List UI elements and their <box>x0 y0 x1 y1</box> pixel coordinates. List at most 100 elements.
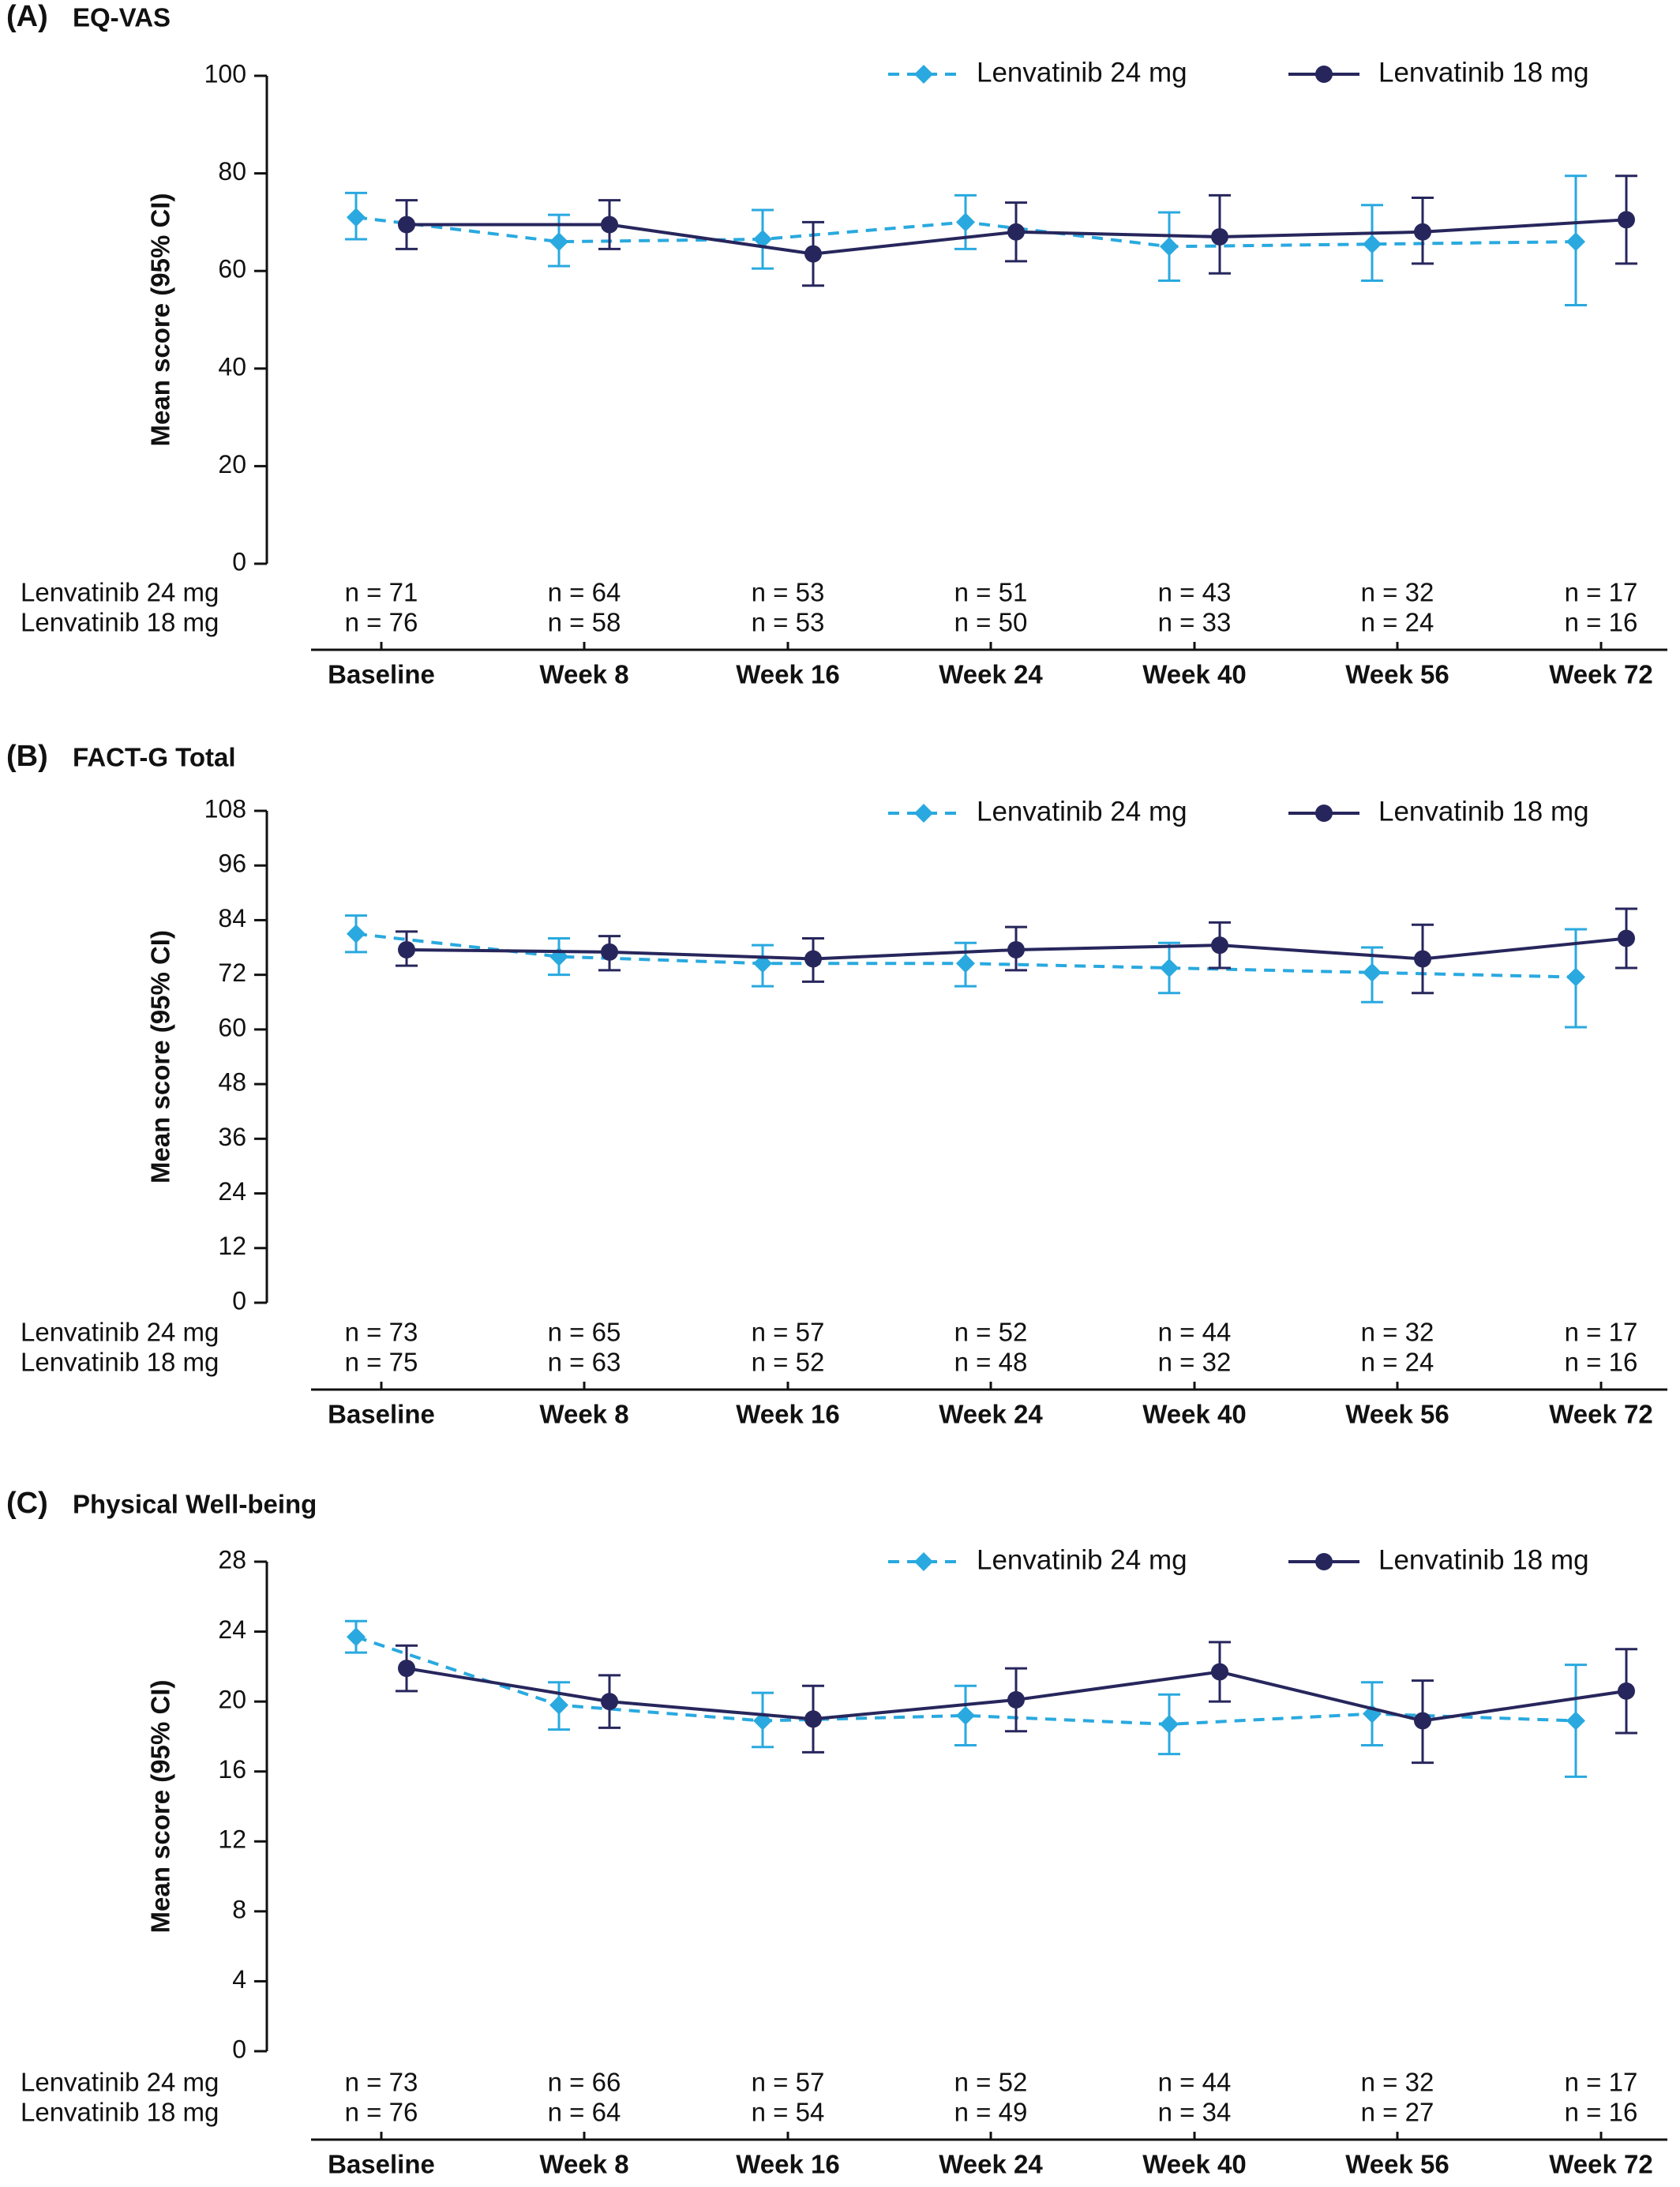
series-lenvatinib-24mg <box>345 174 1587 306</box>
x-tick-label: Week 40 <box>1142 1400 1246 1429</box>
data-point <box>956 1705 975 1725</box>
legend-item-lenvatinib-18mg: Lenvatinib 18 mg <box>1288 57 1589 88</box>
n-count-label: n = 33 <box>1158 608 1232 637</box>
data-point <box>1007 940 1025 958</box>
data-point <box>549 232 568 252</box>
y-tick-label: 60 <box>218 1013 246 1041</box>
n-count-label: n = 32 <box>1361 2068 1434 2097</box>
data-point <box>1618 929 1635 947</box>
data-point <box>1566 967 1585 987</box>
x-tick-label: Week 16 <box>736 660 839 689</box>
n-count-label: n = 64 <box>548 2098 621 2127</box>
data-point <box>347 208 366 227</box>
data-point <box>1160 237 1179 257</box>
x-tick-label: Week 72 <box>1549 2150 1652 2179</box>
series-lenvatinib-24mg <box>345 1619 1587 1778</box>
data-point <box>398 940 415 958</box>
y-tick-label: 84 <box>218 904 246 932</box>
x-tick-label: Week 24 <box>939 660 1043 689</box>
legend-circle-marker <box>1315 1553 1333 1570</box>
n-count-label: n = 57 <box>752 1318 825 1347</box>
series-lenvatinib-18mg <box>396 907 1637 995</box>
y-tick-label: 16 <box>218 1755 246 1784</box>
n-count-label: n = 64 <box>548 578 621 607</box>
n-row-label: Lenvatinib 24 mg <box>21 1318 219 1347</box>
legend-item-lenvatinib-18mg: Lenvatinib 18 mg <box>1288 796 1589 827</box>
data-point <box>549 1695 568 1715</box>
legend-item-lenvatinib-24mg: Lenvatinib 24 mg <box>888 57 1187 88</box>
legend-label: Lenvatinib 24 mg <box>977 796 1187 827</box>
data-point <box>1363 234 1382 254</box>
data-point <box>804 1710 822 1728</box>
y-tick-label: 36 <box>218 1123 246 1151</box>
n-count-label: n = 76 <box>345 2098 418 2127</box>
legend-label: Lenvatinib 18 mg <box>1378 1544 1589 1575</box>
data-point <box>398 216 415 234</box>
y-tick-label: 20 <box>218 450 246 478</box>
legend-item-lenvatinib-24mg: Lenvatinib 24 mg <box>888 796 1187 827</box>
legend-diamond-marker <box>914 65 933 84</box>
data-point <box>347 1627 366 1647</box>
data-point <box>1211 936 1228 955</box>
panel-title: Physical Well-being <box>73 1490 317 1519</box>
n-count-label: n = 44 <box>1158 2068 1232 2097</box>
n-count-label: n = 53 <box>752 608 825 637</box>
chart-panel-c: (C) Physical Well-being 0 4 8 12 16 20 24 28 Mean … <box>6 1487 1667 2179</box>
legend-item-lenvatinib-24mg: Lenvatinib 24 mg <box>888 1544 1187 1575</box>
y-tick-label: 24 <box>218 1177 246 1206</box>
x-tick-label: Week 56 <box>1345 1400 1449 1429</box>
data-point <box>1566 1711 1585 1731</box>
n-count-label: n = 66 <box>548 2068 621 2097</box>
data-point <box>956 954 975 973</box>
n-count-label: n = 17 <box>1565 578 1638 607</box>
n-count-label: n = 50 <box>954 608 1028 637</box>
data-point <box>601 1693 618 1711</box>
n-row-label: Lenvatinib 18 mg <box>21 1348 219 1377</box>
x-tick-label: Baseline <box>328 660 435 689</box>
n-count-label: n = 58 <box>548 608 621 637</box>
data-point <box>753 230 772 249</box>
y-tick-label: 0 <box>232 1286 246 1315</box>
n-count-label: n = 16 <box>1565 2098 1638 2127</box>
panel-label: (A) <box>6 0 48 33</box>
legend-label: Lenvatinib 18 mg <box>1378 57 1589 88</box>
data-point <box>804 950 822 968</box>
chart-panel-a: (A) EQ-VAS 0 20 40 60 80 100 Mean score (95% CI)… <box>6 0 1667 689</box>
data-point <box>601 943 618 961</box>
data-point <box>601 216 618 234</box>
y-tick-label: 100 <box>204 59 246 88</box>
y-tick-label: 28 <box>218 1545 246 1574</box>
n-count-label: n = 44 <box>1158 1318 1232 1347</box>
data-point <box>1414 950 1431 968</box>
data-point <box>804 245 822 263</box>
x-tick-label: Week 16 <box>736 2150 839 2179</box>
x-tick-label: Week 8 <box>539 1400 628 1429</box>
data-point <box>1414 1712 1431 1730</box>
data-point <box>1160 958 1179 978</box>
series-lenvatinib-24mg <box>345 914 1587 1029</box>
n-count-label: n = 52 <box>752 1348 825 1377</box>
data-point <box>1211 227 1228 246</box>
panel-label: (C) <box>6 1487 48 1520</box>
legend-label: Lenvatinib 24 mg <box>977 1544 1187 1575</box>
x-tick-label: Week 72 <box>1549 660 1652 689</box>
y-tick-label: 40 <box>218 352 246 381</box>
y-tick-label: 80 <box>218 157 246 186</box>
y-tick-label: 72 <box>218 958 246 987</box>
n-count-label: n = 54 <box>752 2098 825 2127</box>
n-count-label: n = 27 <box>1361 2098 1434 2127</box>
n-count-label: n = 53 <box>752 578 825 607</box>
x-tick-label: Week 8 <box>539 2150 628 2179</box>
n-row-label: Lenvatinib 18 mg <box>21 608 219 637</box>
n-count-label: n = 52 <box>954 1318 1028 1347</box>
data-point <box>1566 232 1585 252</box>
data-point <box>1363 962 1382 982</box>
data-point <box>1618 211 1635 229</box>
n-count-label: n = 24 <box>1361 1348 1434 1377</box>
y-axis-title: Mean score (95% CI) <box>146 930 175 1184</box>
n-row-label: Lenvatinib 18 mg <box>21 2098 219 2127</box>
y-tick-label: 4 <box>232 1965 246 1994</box>
x-tick-label: Week 72 <box>1549 1400 1652 1429</box>
data-point <box>1618 1682 1635 1700</box>
